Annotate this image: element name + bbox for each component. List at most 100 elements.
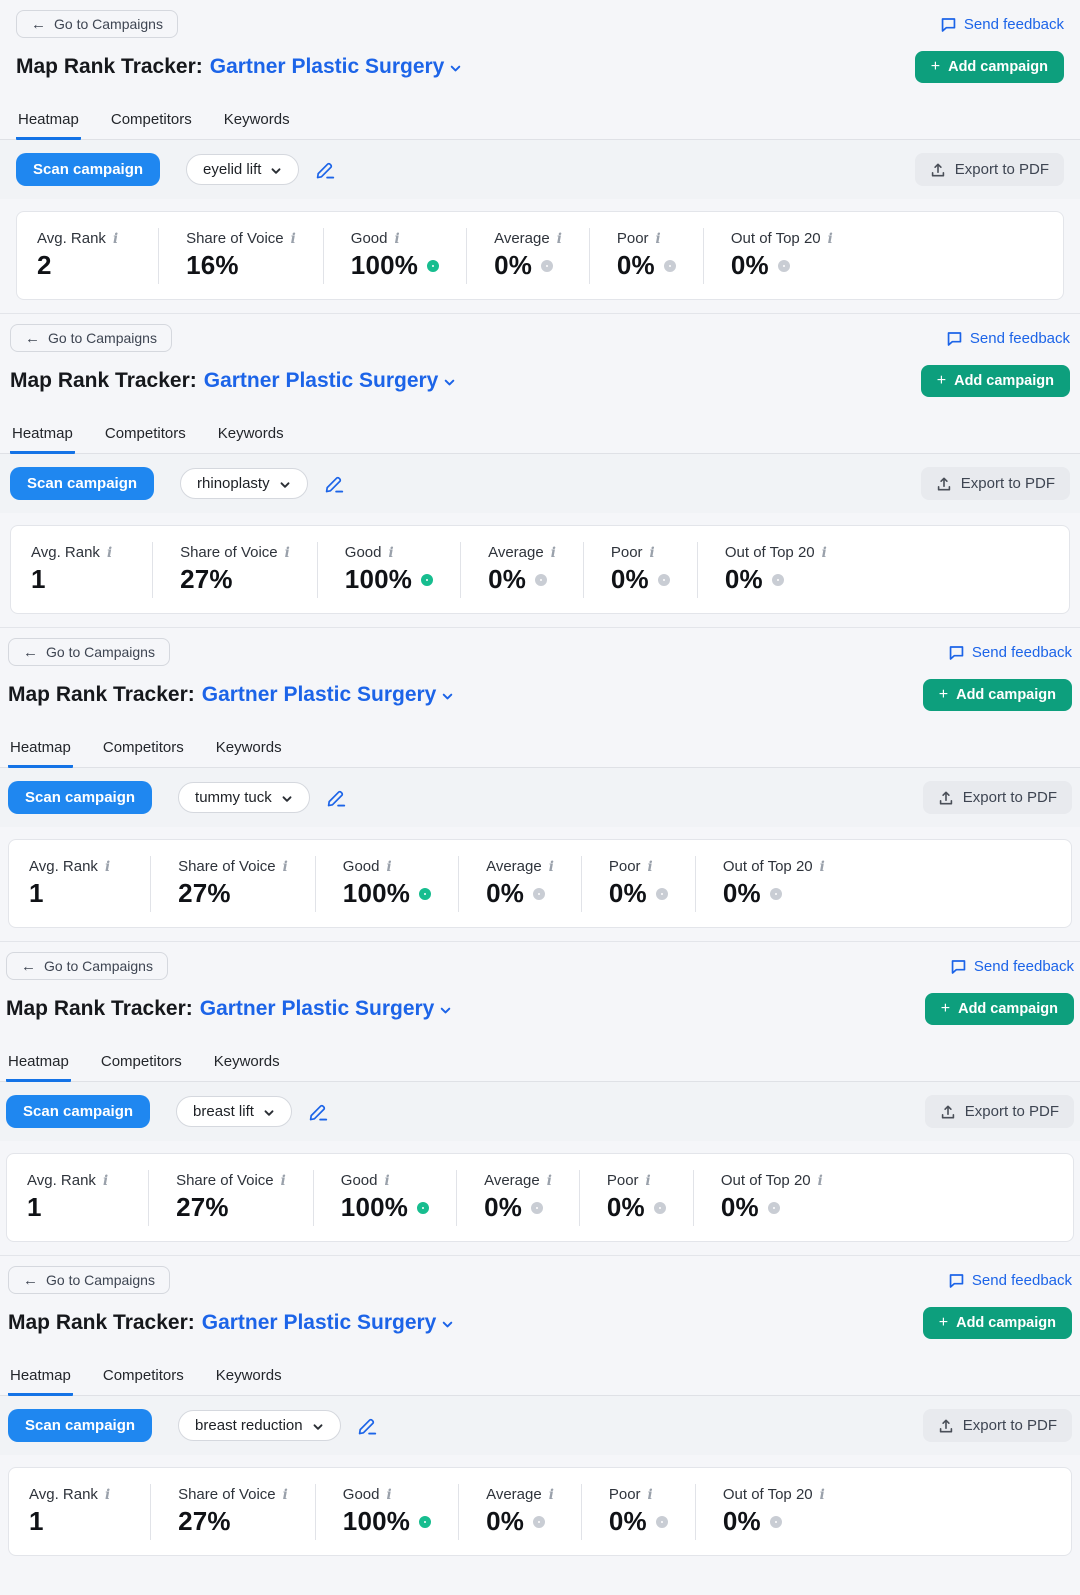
info-icon[interactable]: i xyxy=(546,1172,552,1189)
send-feedback-link[interactable]: Send feedback xyxy=(948,1272,1072,1289)
tab-competitors[interactable]: Competitors xyxy=(100,1053,182,1070)
info-icon[interactable]: i xyxy=(102,1172,109,1189)
campaign-selector[interactable]: Gartner Plastic Surgery xyxy=(202,1311,455,1335)
scan-campaign-button[interactable]: Scan campaign xyxy=(8,781,153,814)
tab-heatmap[interactable]: Heatmap xyxy=(8,1361,73,1396)
export-to-pdf-label: Export to PDF xyxy=(962,1417,1057,1434)
export-to-pdf-label: Export to PDF xyxy=(962,789,1057,806)
info-icon[interactable]: i xyxy=(280,1172,286,1189)
export-to-pdf-button[interactable]: Export to PDF xyxy=(922,1409,1072,1442)
info-icon[interactable]: i xyxy=(819,858,825,875)
info-icon[interactable]: i xyxy=(548,1486,554,1503)
keyword-dropdown[interactable]: rhinoplasty xyxy=(180,468,308,499)
info-icon[interactable]: i xyxy=(556,230,562,247)
export-to-pdf-button[interactable]: Export to PDF xyxy=(920,467,1070,500)
edit-keyword-icon[interactable] xyxy=(324,473,345,494)
stat-good: Good i 100% xyxy=(316,541,460,598)
keyword-dropdown[interactable]: eyelid lift xyxy=(186,154,300,185)
keyword-dropdown-value: tummy tuck xyxy=(195,789,272,806)
export-to-pdf-button[interactable]: Export to PDF xyxy=(922,781,1072,814)
info-icon[interactable]: i xyxy=(284,544,290,561)
chevron-down-icon xyxy=(445,379,455,386)
info-icon[interactable]: i xyxy=(104,1486,111,1503)
info-icon[interactable]: i xyxy=(104,858,111,875)
stat-value: 0% xyxy=(484,1192,552,1223)
tab-heatmap[interactable]: Heatmap xyxy=(16,105,81,140)
page-title-prefix: Map Rank Tracker: xyxy=(6,997,193,1020)
campaign-selector[interactable]: Gartner Plastic Surgery xyxy=(202,683,455,707)
info-icon[interactable]: i xyxy=(821,544,827,561)
stat-avg-rank: Avg. Rank i 2 xyxy=(17,228,158,284)
info-icon[interactable]: i xyxy=(290,230,296,247)
go-to-campaigns-button[interactable]: ← Go to Campaigns xyxy=(8,1266,170,1294)
info-icon[interactable]: i xyxy=(388,544,394,561)
scan-campaign-button[interactable]: Scan campaign xyxy=(16,153,161,186)
tab-heatmap[interactable]: Heatmap xyxy=(10,419,75,454)
keyword-dropdown[interactable]: tummy tuck xyxy=(178,782,310,813)
campaign-selector[interactable]: Gartner Plastic Surgery xyxy=(200,997,453,1021)
add-campaign-button[interactable]: + Add campaign xyxy=(920,365,1070,397)
campaign-selector[interactable]: Gartner Plastic Surgery xyxy=(210,55,463,79)
stat-poor: Poor i 0% xyxy=(580,1483,695,1540)
send-feedback-link[interactable]: Send feedback xyxy=(940,16,1064,33)
campaign-selector[interactable]: Gartner Plastic Surgery xyxy=(204,369,457,393)
export-to-pdf-button[interactable]: Export to PDF xyxy=(914,153,1064,186)
keyword-dropdown[interactable]: breast lift xyxy=(176,1096,292,1127)
info-icon[interactable]: i xyxy=(282,858,288,875)
scan-campaign-button[interactable]: Scan campaign xyxy=(10,467,155,500)
send-feedback-link[interactable]: Send feedback xyxy=(948,644,1072,661)
info-icon[interactable]: i xyxy=(817,1172,823,1189)
export-to-pdf-button[interactable]: Export to PDF xyxy=(924,1095,1074,1128)
scan-campaign-button[interactable]: Scan campaign xyxy=(6,1095,151,1128)
tab-competitors[interactable]: Competitors xyxy=(104,425,186,442)
add-campaign-label: Add campaign xyxy=(956,1315,1056,1331)
info-icon[interactable]: i xyxy=(550,544,556,561)
send-feedback-link[interactable]: Send feedback xyxy=(946,330,1070,347)
tab-keywords[interactable]: Keywords xyxy=(215,739,282,756)
info-icon[interactable]: i xyxy=(647,1486,653,1503)
edit-keyword-icon[interactable] xyxy=(315,159,336,180)
info-icon[interactable]: i xyxy=(655,230,661,247)
info-icon[interactable]: i xyxy=(106,544,113,561)
info-icon[interactable]: i xyxy=(112,230,119,247)
go-to-campaigns-label: Go to Campaigns xyxy=(46,1272,155,1288)
info-icon[interactable]: i xyxy=(386,1486,392,1503)
info-icon[interactable]: i xyxy=(649,544,655,561)
add-campaign-button[interactable]: + Add campaign xyxy=(914,51,1064,83)
go-to-campaigns-button[interactable]: ← Go to Campaigns xyxy=(6,952,168,980)
info-icon[interactable]: i xyxy=(282,1486,288,1503)
info-icon[interactable]: i xyxy=(548,858,554,875)
stat-value: 0% xyxy=(494,250,562,281)
keyword-dropdown[interactable]: breast reduction xyxy=(178,1410,341,1441)
tab-keywords[interactable]: Keywords xyxy=(223,111,290,128)
info-icon[interactable]: i xyxy=(645,1172,651,1189)
go-to-campaigns-button[interactable]: ← Go to Campaigns xyxy=(16,10,178,38)
send-feedback-link[interactable]: Send feedback xyxy=(950,958,1074,975)
info-icon[interactable]: i xyxy=(386,858,392,875)
tab-competitors[interactable]: Competitors xyxy=(102,739,184,756)
send-feedback-label: Send feedback xyxy=(969,329,1070,347)
page-title: Map Rank Tracker: Gartner Plastic Surger… xyxy=(8,683,454,707)
go-to-campaigns-button[interactable]: ← Go to Campaigns xyxy=(10,324,172,352)
go-to-campaigns-button[interactable]: ← Go to Campaigns xyxy=(8,638,170,666)
tab-competitors[interactable]: Competitors xyxy=(102,1367,184,1384)
add-campaign-button[interactable]: + Add campaign xyxy=(922,679,1072,711)
tab-heatmap[interactable]: Heatmap xyxy=(6,1047,71,1082)
tab-keywords[interactable]: Keywords xyxy=(217,425,284,442)
edit-keyword-icon[interactable] xyxy=(326,787,347,808)
tab-heatmap[interactable]: Heatmap xyxy=(8,733,73,768)
tab-keywords[interactable]: Keywords xyxy=(213,1053,280,1070)
toolbar: Scan campaign eyelid lift Export to PDF xyxy=(0,140,1080,199)
edit-keyword-icon[interactable] xyxy=(308,1101,329,1122)
tab-keywords[interactable]: Keywords xyxy=(215,1367,282,1384)
edit-keyword-icon[interactable] xyxy=(357,1415,378,1436)
info-icon[interactable]: i xyxy=(394,230,400,247)
info-icon[interactable]: i xyxy=(827,230,833,247)
info-icon[interactable]: i xyxy=(647,858,653,875)
tab-competitors[interactable]: Competitors xyxy=(110,111,192,128)
add-campaign-button[interactable]: + Add campaign xyxy=(922,1307,1072,1339)
info-icon[interactable]: i xyxy=(819,1486,825,1503)
info-icon[interactable]: i xyxy=(384,1172,390,1189)
scan-campaign-button[interactable]: Scan campaign xyxy=(8,1409,153,1442)
add-campaign-button[interactable]: + Add campaign xyxy=(924,993,1074,1025)
